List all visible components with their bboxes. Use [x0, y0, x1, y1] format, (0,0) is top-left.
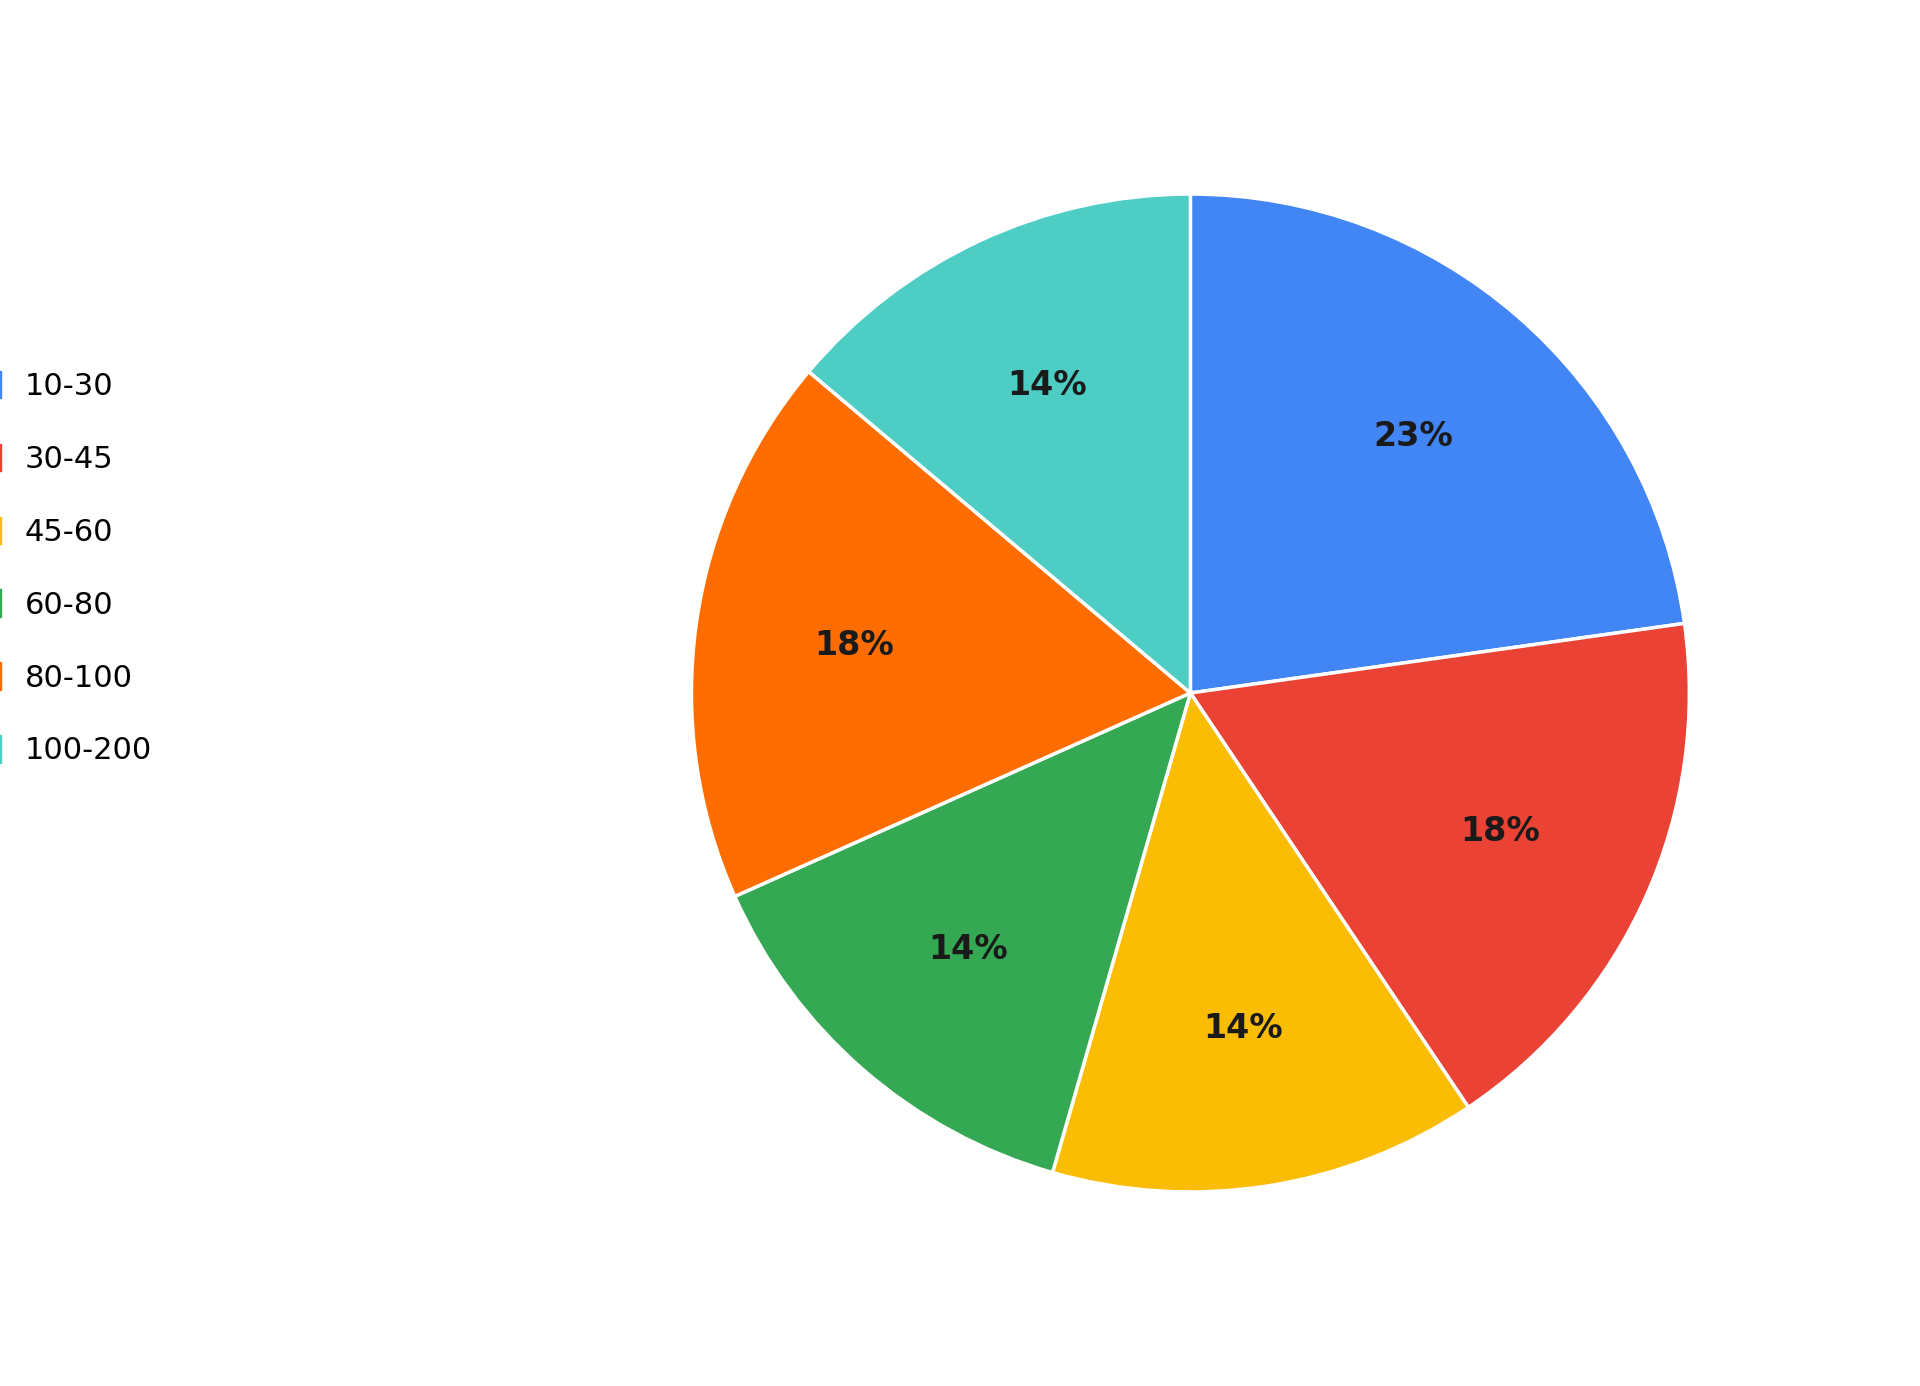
Wedge shape — [808, 194, 1190, 693]
Text: 14%: 14% — [1008, 369, 1087, 402]
Text: 23%: 23% — [1373, 420, 1453, 453]
Wedge shape — [1052, 693, 1469, 1192]
Legend: 10-30, 30-45, 45-60, 60-80, 80-100, 100-200: 10-30, 30-45, 45-60, 60-80, 80-100, 100-… — [0, 334, 188, 802]
Wedge shape — [735, 693, 1190, 1173]
Wedge shape — [1190, 624, 1690, 1107]
Text: 18%: 18% — [814, 629, 895, 663]
Text: 18%: 18% — [1461, 815, 1540, 848]
Text: 14%: 14% — [927, 933, 1008, 966]
Wedge shape — [1190, 194, 1684, 693]
Text: 14%: 14% — [1204, 1012, 1283, 1045]
Wedge shape — [691, 371, 1190, 897]
